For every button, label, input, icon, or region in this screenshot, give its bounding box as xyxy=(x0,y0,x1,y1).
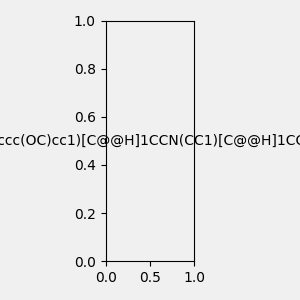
Text: O=C(c1ccc(OC)cc1)[C@@H]1CCN(CC1)[C@@H]1CCNC1=O: O=C(c1ccc(OC)cc1)[C@@H]1CCN(CC1)[C@@H]1C… xyxy=(0,134,300,148)
